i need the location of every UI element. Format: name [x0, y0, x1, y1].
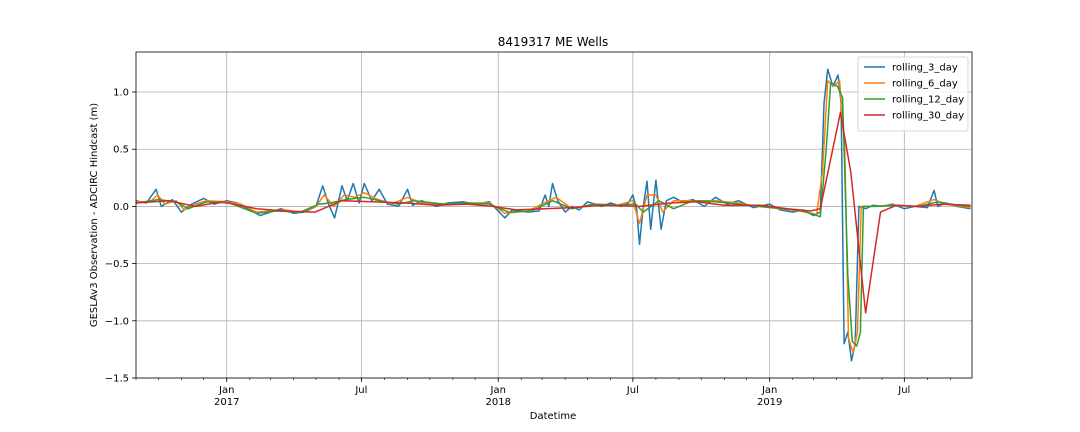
- x-tick-label: Jan: [490, 385, 506, 396]
- series-line-rolling-6-day: [136, 79, 971, 354]
- x-tick-label: Jan: [218, 385, 234, 396]
- series-line-rolling-12-day: [135, 82, 971, 347]
- x-tick-year-label: 2018: [485, 397, 510, 408]
- x-tick-label: Jul: [626, 385, 639, 396]
- legend: rolling_3_day rolling_6_day rolling_12_day…: [857, 56, 969, 132]
- x-tick-label: Jul: [897, 385, 910, 396]
- legend-box: [857, 56, 969, 132]
- y-tick-label: 0.5: [113, 145, 129, 156]
- series-line-rolling-30-day: [135, 111, 971, 314]
- x-tick-label: Jan: [761, 385, 777, 396]
- series-layer: [135, 68, 971, 362]
- legend-label: rolling_6_day: [892, 79, 958, 90]
- legend-label: rolling_3_day: [892, 63, 958, 74]
- plot-area-frame: [135, 51, 973, 379]
- y-tick-label: −1.0: [105, 316, 129, 327]
- y-tick-label: −1.5: [105, 374, 129, 385]
- y-tick-label: −0.5: [105, 259, 129, 270]
- legend-label: rolling_12_day: [892, 95, 964, 106]
- y-axis-label: GESLAv3 Observation - ADCIRC Hindcast (m…: [89, 103, 100, 327]
- chart-title: 8419317 ME Wells: [498, 35, 608, 49]
- x-tick-year-label: 2019: [757, 397, 782, 408]
- x-tick-year-label: 2017: [214, 397, 239, 408]
- x-tick-label: Jul: [354, 385, 367, 396]
- y-axis: −1.5 −1.0 −0.5 0.0 0.5 1.0: [105, 88, 136, 385]
- legend-label: rolling_30_day: [892, 111, 964, 122]
- x-axis-label: Datetime: [530, 411, 577, 422]
- y-tick-label: 1.0: [113, 88, 129, 99]
- y-tick-label: 0.0: [113, 202, 129, 213]
